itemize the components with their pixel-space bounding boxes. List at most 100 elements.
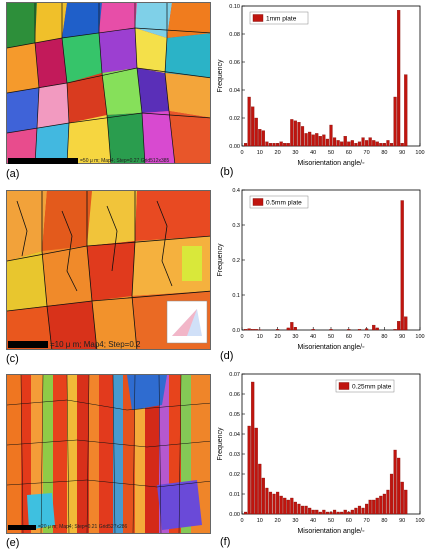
panel-label-e: (e): [6, 537, 20, 549]
y-tick-label: 0.01: [229, 492, 240, 498]
histogram-bar: [368, 499, 372, 515]
histogram-bar: [297, 122, 301, 147]
histogram-bar: [311, 509, 315, 515]
x-tick-label: 30: [292, 334, 298, 340]
panel-label-b: (b): [220, 166, 234, 178]
x-tick-label: 80: [381, 150, 387, 156]
histogram-bar: [261, 130, 265, 147]
histogram-bar: [347, 329, 351, 331]
histogram-bar: [322, 134, 326, 147]
x-tick-label: 20: [275, 150, 281, 156]
x-tick-label: 40: [310, 334, 316, 340]
y-axis-label: Frequency: [217, 243, 224, 277]
histogram-bar: [365, 140, 369, 147]
histogram-bar: [322, 509, 326, 515]
x-tick-label: 50: [328, 150, 334, 156]
histogram-bar: [397, 10, 401, 147]
histogram-bar: [286, 499, 290, 515]
histogram-bar: [400, 143, 404, 147]
histogram-bar: [400, 481, 404, 515]
ebsd-grain-map-c: [7, 191, 210, 349]
panel-label-f: (f): [220, 536, 231, 548]
x-tick-label: 80: [381, 518, 387, 524]
histogram-bar: [276, 143, 280, 147]
legend-swatch: [338, 382, 350, 390]
x-tick-label: 20: [275, 518, 281, 524]
histogram-bar: [258, 129, 262, 147]
x-tick-label: 90: [399, 518, 405, 524]
y-tick-label: 0.00: [229, 512, 240, 518]
histogram-bar: [318, 511, 322, 515]
histogram-bar: [397, 457, 401, 515]
histogram-bar: [386, 489, 390, 515]
histogram-bar: [372, 140, 376, 147]
histogram-bar: [243, 329, 248, 331]
x-tick-label: 90: [399, 334, 405, 340]
y-axis-label: Frequency: [217, 427, 224, 461]
histogram-bar: [300, 126, 305, 147]
histogram-bar: [311, 329, 315, 331]
legend-swatch: [252, 14, 264, 22]
histogram-bar: [254, 427, 258, 515]
legend-box: [335, 379, 395, 393]
histogram-bar: [254, 329, 258, 331]
histogram-bar: [283, 497, 287, 515]
histogram-bar: [251, 329, 255, 331]
histogram-bar: [375, 327, 379, 331]
y-tick-label: 0.3: [232, 223, 240, 229]
x-axis-label: Misorientation angle/◦: [297, 344, 364, 351]
ipf-color-key: [166, 300, 208, 344]
histogram-bar: [350, 509, 354, 515]
histogram-bar: [276, 491, 280, 515]
x-tick-label: 30: [292, 150, 298, 156]
x-tick-label: 100: [415, 334, 424, 340]
histogram-bar: [340, 141, 344, 147]
histogram-bar: [254, 117, 258, 147]
panel-label-c: (c): [6, 353, 19, 365]
histogram-bar: [261, 477, 265, 515]
x-tick-label: 40: [310, 150, 316, 156]
histogram-bar: [286, 143, 290, 147]
histogram-bar: [325, 138, 330, 147]
histogram-bar: [350, 140, 354, 147]
y-tick-label: 0.04: [229, 432, 240, 438]
x-tick-label: 50: [328, 334, 334, 340]
histogram-bar: [276, 329, 280, 331]
x-tick-label: 10: [257, 518, 263, 524]
scale-caption-e: =20 μ m; Map4; Step=0.21 Grid527x286: [38, 524, 128, 530]
histogram-bar: [343, 136, 347, 147]
histogram-bar: [347, 141, 351, 147]
histogram-bar: [247, 96, 251, 147]
legend-label: 0.25mm plate: [352, 384, 392, 391]
histogram-bar: [268, 491, 273, 515]
histogram-bar: [372, 324, 376, 331]
x-tick-label: 60: [346, 334, 352, 340]
scale-bar-a: [8, 158, 78, 164]
histogram-bar: [357, 505, 362, 515]
histogram-b-svg: 0.00 0.02 0.04 0.06 0.08 0.10 0 10 20 30 40 50 60 70 8…: [217, 4, 425, 167]
legend-label: 1mm plate: [266, 16, 297, 23]
histogram-bar: [279, 141, 283, 147]
x-tick-label: 30: [292, 518, 298, 524]
histogram-bar: [308, 131, 312, 147]
histogram-bar: [293, 120, 297, 147]
histogram-bar: [332, 509, 337, 515]
histogram-bar: [286, 327, 290, 331]
histogram-bar: [393, 96, 397, 147]
x-axis-label: Misorientation angle/◦: [297, 160, 364, 167]
x-tick-label: 70: [364, 334, 370, 340]
x-axis-label: Misorientation angle/◦: [297, 528, 364, 535]
y-tick-label: 0.1: [232, 293, 240, 299]
histogram-bar: [247, 328, 251, 331]
histogram-bar: [290, 119, 294, 147]
scale-bar-e: [8, 525, 36, 530]
ebsd-map-0p25mm: [6, 374, 211, 534]
histogram-bar: [283, 143, 287, 147]
histogram-bar: [382, 493, 386, 515]
histogram-bar: [400, 200, 404, 331]
scale-caption-c: =10 μ m; Map4; Step=0.2: [50, 340, 141, 349]
histogram-bar: [272, 493, 276, 515]
histogram-bar: [361, 507, 365, 515]
y-tick-label: 0.07: [229, 372, 240, 378]
histogram-bar: [304, 133, 308, 147]
